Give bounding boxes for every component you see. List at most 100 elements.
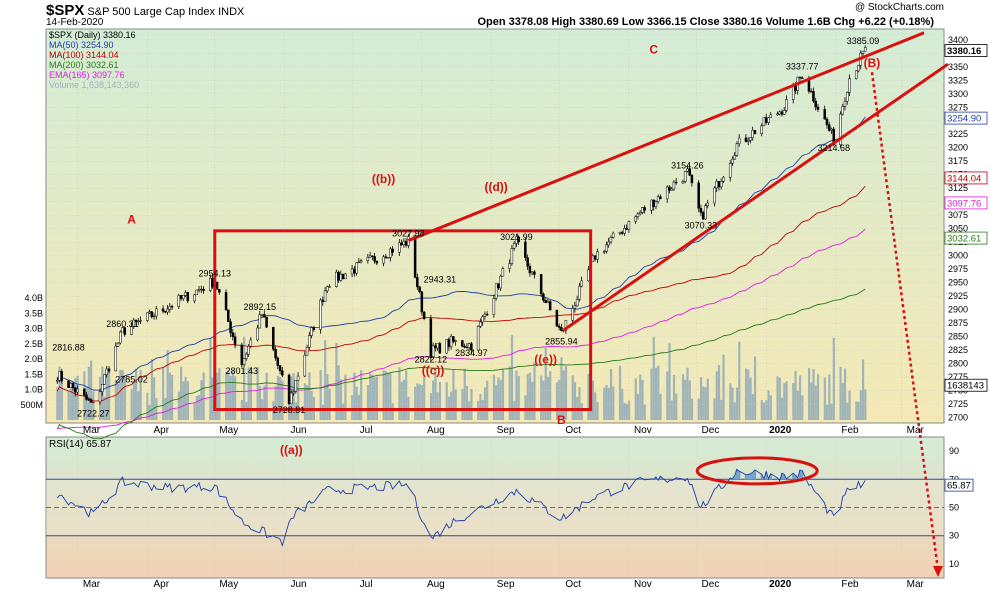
price-body (58, 371, 61, 381)
price-body (681, 181, 685, 184)
rsi-x-tick-label: 2020 (769, 579, 792, 590)
price-body (76, 388, 79, 393)
volume-bar (753, 356, 757, 420)
price-body (719, 180, 723, 188)
price-body (121, 327, 124, 333)
price-tick-label: 2700 (948, 413, 968, 423)
volume-bar (434, 367, 437, 420)
price-body (665, 186, 669, 200)
volume-bar (171, 374, 174, 420)
volume-bar (117, 383, 120, 420)
volume-bar (735, 387, 739, 420)
x-tick-label: Dec (702, 425, 720, 436)
x-tick-label: Mar (907, 425, 925, 436)
price-body (611, 232, 615, 238)
volume-bar (672, 375, 676, 420)
price-tick-label: 2900 (948, 305, 968, 315)
legend-item: EMA(165) 3097.76 (49, 70, 125, 80)
volume-bar (429, 393, 433, 420)
volume-bar (371, 374, 374, 420)
price-body (672, 181, 676, 190)
price-tick-label: 2725 (948, 399, 968, 409)
volume-bar (621, 388, 624, 420)
x-tick-label: Apr (153, 425, 169, 436)
price-body (533, 271, 536, 275)
price-body (683, 170, 687, 182)
volume-bar (587, 373, 590, 420)
price-body (715, 181, 718, 189)
price-tick-label: 2975 (948, 264, 968, 274)
volume-bar (150, 359, 153, 420)
volume-bar (69, 385, 72, 420)
volume-bar (452, 370, 455, 420)
volume-bar (544, 347, 547, 420)
volume-bar (182, 381, 185, 420)
volume-bar (769, 395, 772, 420)
volume-bar (461, 389, 464, 420)
volume-bar (578, 387, 581, 420)
right-axis-callout (944, 111, 988, 125)
right-axis-label: 3097.76 (947, 198, 981, 209)
price-label: 2801.43 (226, 366, 259, 376)
wave-label: (B) (864, 56, 881, 70)
volume-bar (373, 377, 376, 420)
price-body (170, 306, 174, 308)
price-body (89, 399, 93, 403)
volume-bar (636, 394, 640, 420)
consolidation-box (213, 229, 593, 412)
volume-bar (859, 390, 862, 420)
volume-bar (67, 391, 70, 420)
volume-bar (369, 372, 372, 420)
price-body (116, 342, 120, 347)
price-body (512, 243, 516, 249)
volume-tick-label: 2.0B (24, 354, 43, 364)
volume-bar (321, 404, 325, 420)
price-body (357, 261, 361, 263)
volume-bar (92, 391, 95, 420)
price-body (308, 335, 311, 348)
price-body (690, 174, 694, 184)
price-body (359, 260, 363, 263)
volume-bar (123, 377, 126, 420)
rsi-tick-label: 90 (949, 446, 959, 456)
volume-bar (292, 372, 295, 420)
chart-date: 14-Feb-2020 (46, 17, 104, 28)
price-body (193, 294, 196, 302)
price-label: 3021.99 (500, 232, 533, 242)
volume-bar (528, 372, 532, 420)
volume-bar (195, 396, 198, 420)
price-tick-label: 3125 (948, 183, 968, 193)
volume-bar (418, 384, 421, 420)
volume-bar (657, 365, 660, 420)
price-tick-label: 3275 (948, 102, 968, 112)
volume-bar (560, 357, 563, 420)
price-body (272, 326, 275, 350)
price-body (177, 295, 181, 307)
price-body (492, 298, 496, 315)
price-body (764, 117, 768, 123)
volume-bar (495, 385, 498, 420)
price-body (416, 277, 419, 288)
price-body (386, 257, 390, 259)
volume-tick-label: 1.5B (24, 369, 43, 379)
volume-bar (731, 387, 734, 420)
volume-bar (546, 376, 550, 420)
price-body (375, 260, 379, 264)
volume-bar (193, 403, 196, 420)
price-label: 3337.77 (786, 61, 819, 71)
price-body (107, 368, 111, 372)
wave-label: ((e)) (534, 353, 557, 367)
volume-bar (375, 376, 379, 420)
volume-bar (231, 370, 235, 420)
volume-bar (306, 385, 309, 420)
volume-bar (508, 366, 511, 420)
volume-bar (603, 387, 606, 420)
price-body (812, 91, 815, 102)
price-body (422, 311, 426, 319)
volume-bar (274, 386, 277, 420)
volume-bar (540, 375, 543, 420)
volume-bar (607, 387, 610, 420)
volume-bar (382, 370, 385, 420)
price-body (463, 346, 466, 348)
rsi-line (56, 468, 866, 547)
